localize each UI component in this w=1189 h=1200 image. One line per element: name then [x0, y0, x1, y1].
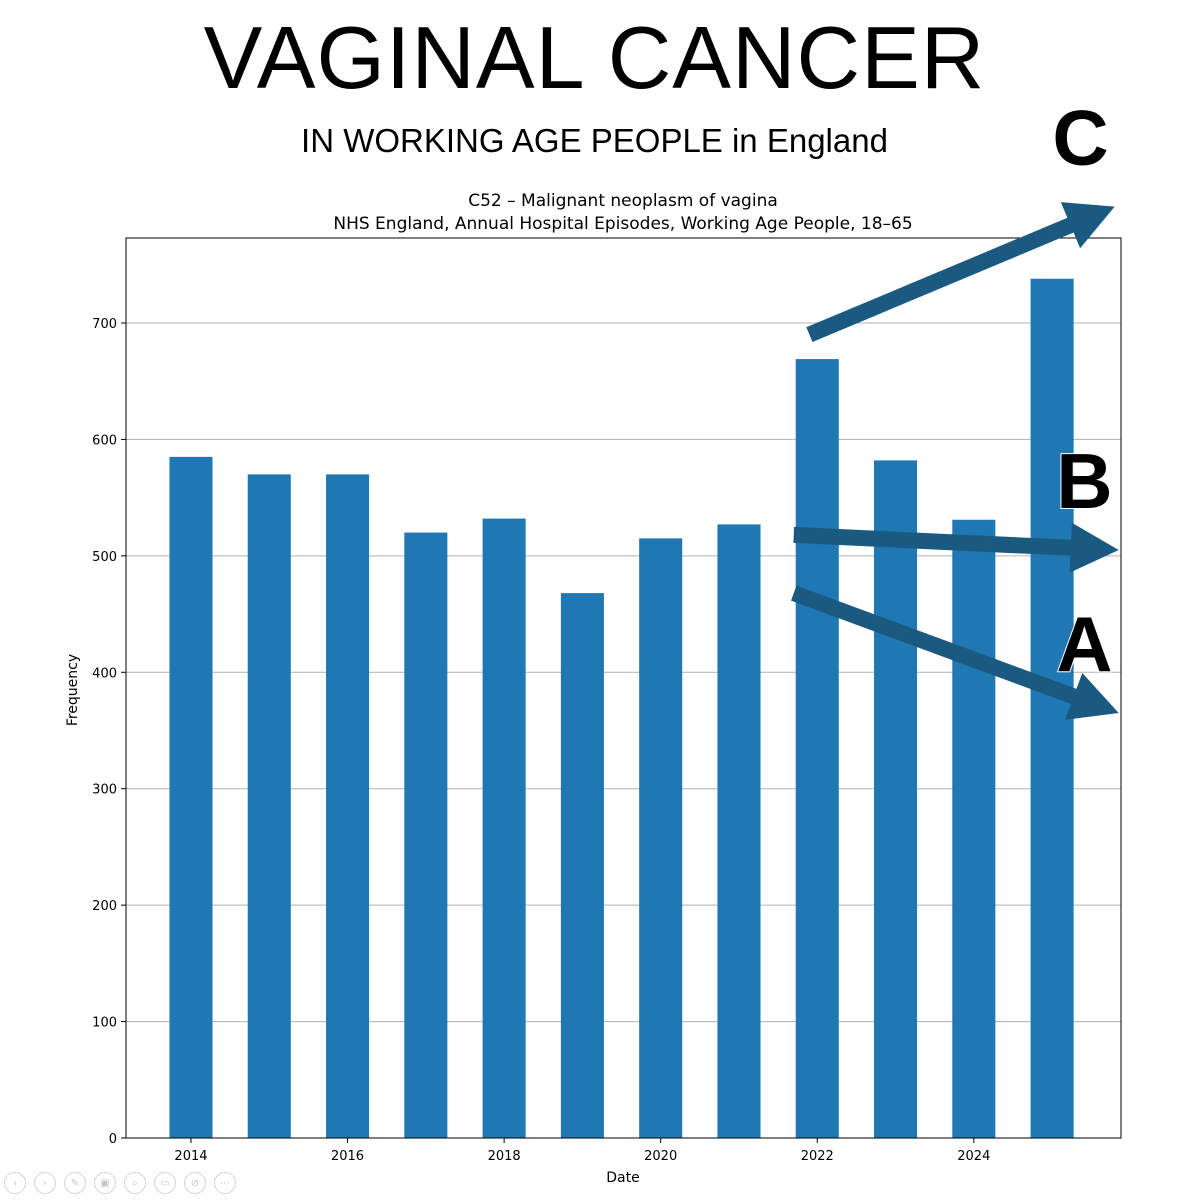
x-tick-label: 2022: [801, 1149, 834, 1164]
trend-arrow-a: [791, 585, 1119, 720]
pen-button[interactable]: ✎: [64, 1172, 86, 1194]
bar-2014: [169, 456, 213, 1138]
subtitles-icon: ▭: [160, 1177, 170, 1189]
slides-button[interactable]: ▣: [94, 1172, 116, 1194]
y-axis-label: Frequency: [65, 654, 81, 726]
x-tick-label: 2018: [488, 1149, 521, 1164]
y-tick-label: 300: [92, 783, 117, 798]
y-tick-label: 100: [92, 1016, 117, 1031]
x-tick-label: 2016: [331, 1149, 364, 1164]
y-tick-label: 700: [92, 317, 117, 332]
annotation-label-c: C: [1052, 94, 1108, 182]
bars: [169, 278, 1074, 1138]
bar-2015: [247, 474, 291, 1138]
y-tick-label: 0: [109, 1132, 117, 1147]
y-tick-label: 500: [92, 550, 117, 565]
next-slide-button[interactable]: ›: [34, 1172, 56, 1194]
more-icon: ⋯: [220, 1177, 230, 1189]
x-axis-label: Date: [606, 1170, 639, 1186]
axis-ticks: 0 100 200 300 400 500 600 700 2014 2016 2018 2020 20…: [92, 317, 990, 1164]
y-tick-label: 600: [92, 433, 117, 448]
bar-2022: [795, 359, 839, 1138]
bar-2018: [482, 518, 526, 1138]
slide-subtitle: IN WORKING AGE PEOPLE in England: [301, 122, 888, 159]
y-tick-label: 200: [92, 899, 117, 914]
y-tick-label: 400: [92, 666, 117, 681]
x-tick-label: 2014: [174, 1149, 207, 1164]
camera-off-button[interactable]: ⊘: [184, 1172, 206, 1194]
slide-title: VAGINAL CANCER: [203, 8, 986, 107]
slides-icon: ▣: [100, 1177, 110, 1189]
chevron-left-icon: ‹: [13, 1177, 17, 1189]
annotation-label-b: B: [1056, 437, 1112, 525]
pen-icon: ✎: [70, 1177, 80, 1189]
trend-annotations: C BA: [791, 93, 1119, 720]
magnifier-icon: ⌕: [132, 1177, 138, 1189]
camera-off-icon: ⊘: [190, 1177, 200, 1189]
bar-2025: [1030, 278, 1074, 1138]
trend-arrow-c: [806, 202, 1115, 342]
bar-2024: [952, 519, 996, 1138]
chart-title: C52 – Malignant neoplasm of vagina: [468, 191, 778, 211]
previous-slide-button[interactable]: ‹: [4, 1172, 26, 1194]
bar-2016: [326, 474, 370, 1138]
bar-2020: [639, 538, 683, 1138]
x-tick-label: 2024: [957, 1149, 990, 1164]
trend-arrow-b: [793, 522, 1119, 573]
plot-area-frame: [125, 237, 1122, 1139]
bar-2023: [874, 460, 918, 1138]
chevron-right-icon: ›: [43, 1177, 47, 1189]
more-options-button[interactable]: ⋯: [214, 1172, 236, 1194]
bar-2021: [717, 524, 761, 1138]
bar-2017: [404, 532, 448, 1138]
chart-subtitle: NHS England, Annual Hospital Episodes, W…: [333, 214, 912, 234]
presentation-toolbar: ‹ › ✎ ▣ ⌕ ▭ ⊘ ⋯: [4, 1170, 236, 1196]
annotation-label-a: A: [1056, 600, 1112, 688]
zoom-button[interactable]: ⌕: [124, 1172, 146, 1194]
subtitles-button[interactable]: ▭: [154, 1172, 176, 1194]
bar-2019: [560, 593, 604, 1138]
x-tick-label: 2020: [644, 1149, 677, 1164]
